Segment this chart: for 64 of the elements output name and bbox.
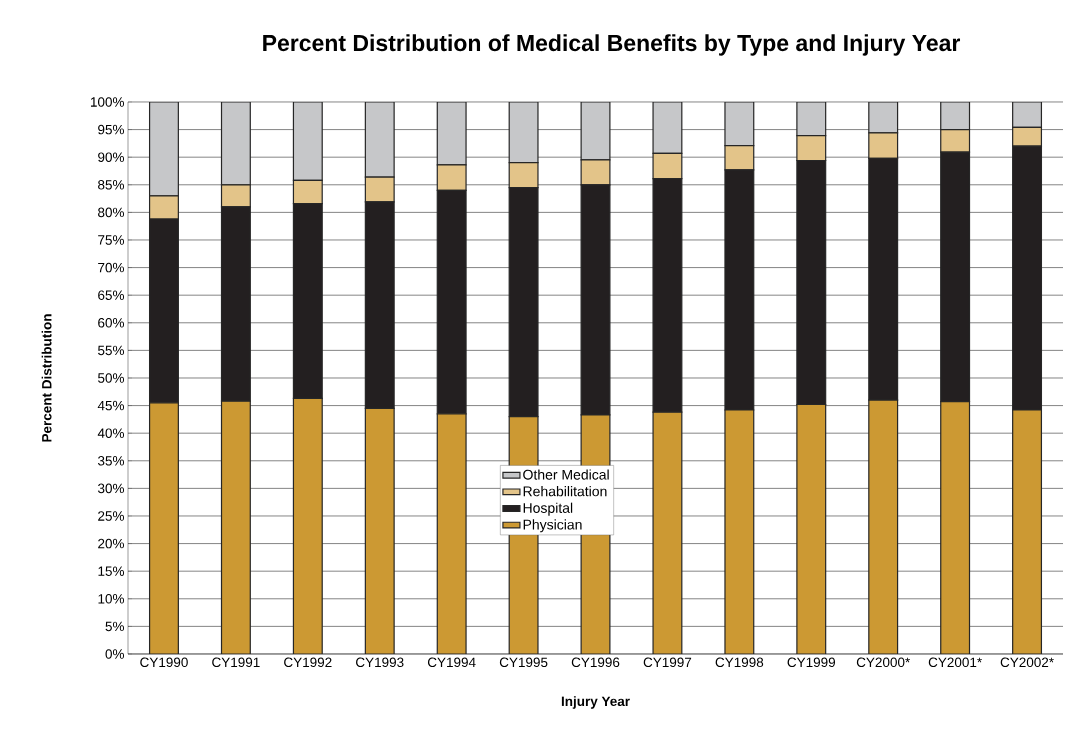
y-tick-label: 5% <box>105 621 124 632</box>
bar <box>220 400 251 654</box>
bar <box>148 101 179 197</box>
y-tick-label: 35% <box>97 456 124 466</box>
bar <box>724 101 755 147</box>
y-tick-label: 75% <box>98 235 124 245</box>
bar <box>364 101 395 178</box>
bar <box>724 409 755 654</box>
legend-label: Hospital <box>523 502 573 516</box>
y-tick-label: 85% <box>98 180 124 190</box>
bar <box>364 407 395 654</box>
bar <box>580 101 611 161</box>
y-tick-label: 20% <box>98 538 124 549</box>
y-tick-label: 50% <box>98 373 124 383</box>
x-tick-label: CY1999 <box>787 657 836 668</box>
bar <box>1012 409 1043 654</box>
y-tick-label: 65% <box>98 290 124 300</box>
y-axis-title: Percent Distribution <box>41 314 52 442</box>
bar <box>1012 101 1043 128</box>
x-tick-label: CY1997 <box>643 657 692 668</box>
x-tick-label: CY1992 <box>284 657 332 668</box>
bar <box>940 401 971 654</box>
y-tick-label: 90% <box>98 152 124 162</box>
bar <box>148 402 179 654</box>
y-tick-label: 95% <box>98 124 124 135</box>
bar <box>940 101 971 131</box>
y-tick-label: 45% <box>97 400 124 411</box>
y-tick-label: 0% <box>105 649 124 659</box>
y-tick-label: 10% <box>98 594 124 604</box>
y-tick-label: 100% <box>90 97 124 107</box>
legend-label: Physician <box>523 519 582 533</box>
legend-label: Rehabilitation <box>523 486 607 497</box>
y-tick-label: 40% <box>97 428 124 438</box>
bar <box>508 101 539 164</box>
x-tick-label: CY2001* <box>928 657 982 668</box>
bar <box>796 403 827 654</box>
x-tick-label: CY1998 <box>715 657 764 668</box>
bar <box>292 101 323 181</box>
y-tick-label: 25% <box>98 511 124 521</box>
bar <box>868 399 899 654</box>
legend-label: Other Medical <box>523 469 609 480</box>
x-tick-label: CY2002* <box>1000 657 1054 668</box>
x-tick-label: CY1993 <box>356 657 404 668</box>
y-tick-label: 15% <box>98 566 124 576</box>
y-tick-label: 70% <box>98 262 124 273</box>
y-tick-label: 80% <box>98 207 124 218</box>
chart-title: Percent Distribution of Medical Benefits by Type and Injury Year <box>263 34 961 56</box>
x-axis-title: Injury Year <box>561 696 630 709</box>
x-tick-label: CY1990 <box>140 657 188 668</box>
x-tick-label: CY1994 <box>427 657 476 668</box>
bar <box>436 101 467 166</box>
y-tick-label: 55% <box>98 345 124 356</box>
bar <box>436 413 467 654</box>
y-tick-label: 30% <box>97 483 124 494</box>
bar <box>652 411 683 654</box>
y-tick-label: 60% <box>98 318 124 328</box>
bar <box>220 101 251 186</box>
bar <box>868 101 899 134</box>
x-tick-label: CY1996 <box>571 657 620 668</box>
bar <box>292 397 323 654</box>
x-tick-label: CY1991 <box>212 657 260 668</box>
x-tick-label: CY1995 <box>499 657 548 668</box>
bar <box>652 101 683 154</box>
x-tick-label: CY2000* <box>856 657 911 668</box>
